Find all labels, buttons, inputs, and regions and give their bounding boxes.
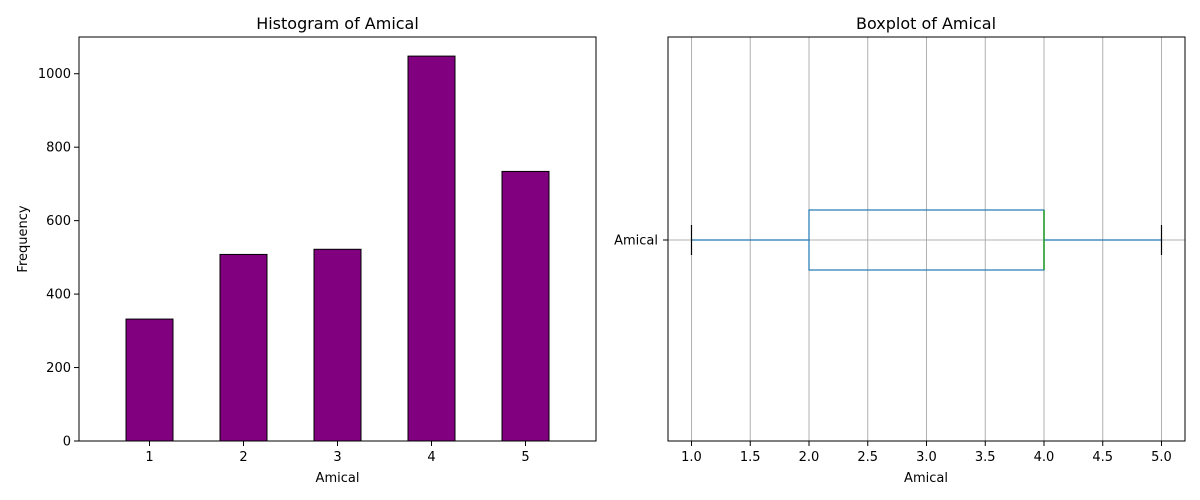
histogram-panel: Histogram of Amical 1 2 3 4 5 0 200 400 600 800 1… [16, 14, 597, 486]
histogram-y-tick-label: 600 [46, 214, 71, 229]
boxplot-x-tick-label: 1.0 [681, 450, 702, 465]
boxplot-y-ticks: Amical [614, 234, 668, 249]
boxplot-panel: Boxplot of Amical 1.0 1.5 2.0 2.5 3.0 3.5 4.0 4… [614, 14, 1186, 486]
histogram-x-ticks: 1 2 3 4 5 [145, 441, 530, 465]
boxplot-y-tick-label: Amical [614, 234, 658, 249]
histogram-y-axis-label: Frequency [16, 205, 31, 272]
histogram-bar [313, 248, 362, 442]
histogram-x-tick-label: 2 [239, 450, 247, 465]
boxplot-grid [668, 37, 1185, 441]
histogram-y-ticks: 0 200 400 600 800 1000 [38, 67, 79, 450]
boxplot-x-axis-label: Amical [904, 471, 948, 486]
boxplot-x-tick-label: 2.0 [799, 450, 820, 465]
histogram-y-tick-label: 200 [46, 361, 71, 376]
histogram-y-tick-label: 0 [63, 435, 71, 450]
histogram-bar [501, 170, 550, 442]
boxplot-marks [690, 209, 1163, 271]
histogram-bars [125, 55, 550, 442]
histogram-title: Histogram of Amical [256, 14, 419, 33]
boxplot-x-tick-label: 3.5 [975, 450, 996, 465]
histogram-x-tick-label: 5 [521, 450, 529, 465]
boxplot-x-tick-label: 1.5 [740, 450, 761, 465]
boxplot-x-ticks: 1.0 1.5 2.0 2.5 3.0 3.5 4.0 4.5 5.0 [681, 441, 1172, 465]
boxplot-x-tick-label: 4.5 [1092, 450, 1113, 465]
histogram-x-axis-label: Amical [316, 471, 360, 486]
boxplot-x-tick-label: 2.5 [857, 450, 878, 465]
boxplot-title: Boxplot of Amical [856, 14, 996, 33]
histogram-y-tick-label: 800 [46, 141, 71, 156]
boxplot-x-tick-label: 4.0 [1034, 450, 1055, 465]
histogram-x-tick-label: 4 [427, 450, 435, 465]
boxplot-x-tick-label: 5.0 [1151, 450, 1172, 465]
histogram-y-tick-label: 400 [46, 288, 71, 303]
histogram-x-tick-label: 1 [145, 450, 153, 465]
histogram-y-tick-label: 1000 [38, 67, 71, 82]
histogram-bar [219, 253, 268, 442]
histogram-bar [407, 55, 456, 442]
histogram-x-tick-label: 3 [333, 450, 341, 465]
histogram-bar [125, 318, 174, 442]
boxplot-x-tick-label: 3.0 [916, 450, 937, 465]
